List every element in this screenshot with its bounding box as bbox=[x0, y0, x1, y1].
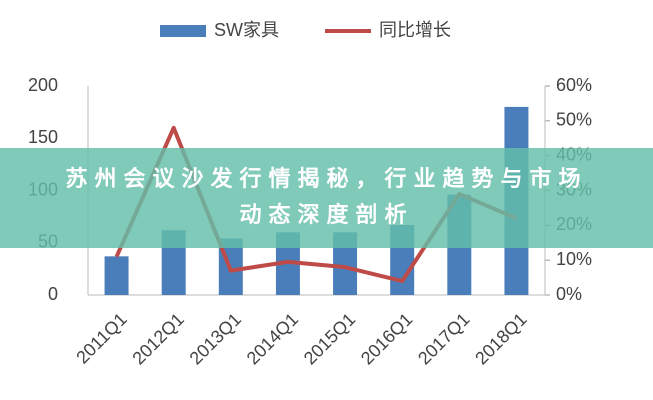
y2-tick-label: 50% bbox=[556, 110, 592, 130]
y2-tick-label: 10% bbox=[556, 249, 592, 269]
x-tick-label: 2015Q1 bbox=[300, 309, 359, 368]
x-tick-label: 2011Q1 bbox=[72, 309, 130, 367]
y-tick-label: 0 bbox=[48, 284, 58, 304]
legend-label: 同比增长 bbox=[379, 20, 451, 40]
y-tick-label: 200 bbox=[28, 75, 58, 95]
banner-text: 苏州会议沙发行情揭秘，行业趋势与市场动态深度剖析 bbox=[65, 167, 588, 228]
y2-tick-label: 60% bbox=[556, 75, 592, 95]
x-tick-label: 2014Q1 bbox=[243, 309, 302, 368]
y-tick-label: 150 bbox=[28, 127, 58, 147]
x-tick-label: 2012Q1 bbox=[128, 309, 187, 368]
x-tick-label: 2017Q1 bbox=[414, 309, 473, 368]
x-tick-label: 2013Q1 bbox=[186, 309, 245, 368]
legend-label: SW家具 bbox=[214, 20, 279, 40]
banner: 苏州会议沙发行情揭秘，行业趋势与市场动态深度剖析 bbox=[0, 148, 653, 248]
x-tick-label: 2016Q1 bbox=[357, 309, 416, 368]
x-tick-label: 2018Q1 bbox=[471, 309, 530, 368]
y2-tick-label: 0% bbox=[556, 284, 582, 304]
bar bbox=[104, 256, 129, 295]
legend-swatch bbox=[160, 25, 206, 37]
